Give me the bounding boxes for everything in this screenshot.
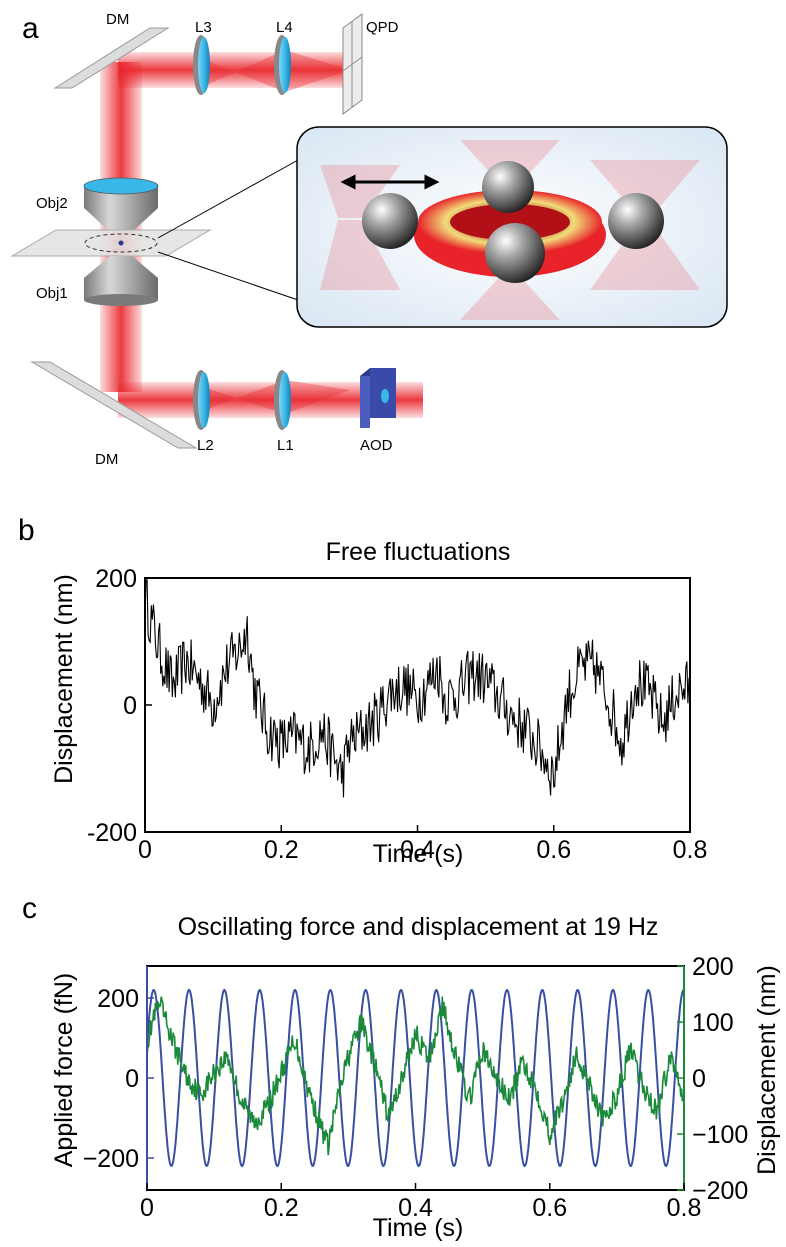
label-aod: AOD	[360, 437, 393, 454]
label-dm-top: DM	[106, 11, 129, 28]
label-l3: L3	[195, 19, 212, 36]
chart-b-title: Free fluctuations	[326, 538, 511, 566]
chart-c-xlabel: Time (s)	[373, 1214, 464, 1242]
lens-l4	[274, 35, 291, 95]
label-l1: L1	[277, 437, 294, 454]
chart-c-ytick-right-label: 0	[692, 1065, 706, 1093]
zoom-line-top	[157, 159, 299, 239]
chart-b-xtick-label: 0	[138, 836, 152, 864]
sample-region-circle	[84, 233, 158, 253]
panel-c-oscillating-force: c Oscillating force and displacement at …	[22, 892, 781, 1242]
bead-back	[482, 161, 534, 213]
label-dm-bottom: DM	[95, 451, 118, 468]
chart-c-title: Oscillating force and displacement at 19…	[178, 913, 659, 941]
chart-c-ytick-left-label: 200	[97, 985, 139, 1013]
panel-label-c: c	[22, 892, 37, 925]
bead-right	[608, 193, 664, 249]
chart-c-ytick-right-label: −200	[692, 1177, 748, 1205]
chart-c-ytick-left-label: −200	[83, 1145, 139, 1173]
objective-obj2	[83, 177, 159, 232]
chart-c-ylabel-right: Displacement (nm)	[753, 965, 781, 1175]
chart-c-ytick-right-label: −100	[692, 1121, 748, 1149]
chart-c-ylabel-left: Applied force (fN)	[50, 973, 78, 1168]
chart-b-ytick-label: 200	[95, 565, 137, 593]
chart-c-ytick-left-label: 0	[125, 1065, 139, 1093]
label-l4: L4	[276, 19, 293, 36]
chart-b-series-displacement	[144, 579, 691, 798]
dichroic-mirror-top	[53, 27, 170, 89]
bead-left	[362, 193, 418, 249]
chart-b-xtick-label: 0.6	[536, 836, 571, 864]
panel-label-a: a	[22, 12, 39, 45]
label-obj1: Obj1	[36, 285, 68, 302]
panel-b-free-fluctuations: b Free fluctuations 0 0.2 0.4 0.6 0.82000-20…	[18, 514, 707, 868]
chart-b-ytick-label: -200	[87, 819, 137, 847]
chart-b-frame	[144, 577, 691, 833]
trapped-particle	[118, 240, 124, 246]
panel-a-optical-setup: a DM L3 L4 QPD	[10, 11, 728, 468]
acousto-optic-deflector	[360, 368, 396, 428]
chart-c-ytick-right-label: 200	[692, 953, 734, 981]
dichroic-mirror-bottom	[30, 361, 198, 449]
chart-b-xtick-label: 0.4	[400, 836, 435, 864]
lens-l3	[193, 35, 210, 95]
chart-c-xtick-label: 0.2	[264, 1194, 299, 1222]
chart-c-series-force	[146, 988, 685, 1168]
chart-c-ytick-right-label: 100	[692, 1009, 734, 1037]
panel-label-b: b	[18, 514, 35, 547]
bead-front	[485, 223, 545, 283]
chart-b-ytick-label: 0	[123, 692, 137, 720]
trap-inset	[296, 126, 728, 328]
chart-c-xtick-label: 0.6	[532, 1194, 567, 1222]
chart-b-xtick-label: 0.8	[673, 836, 708, 864]
chart-c-xtick-label: 0.8	[667, 1194, 702, 1222]
chart-c-xtick-label: 0.4	[398, 1194, 433, 1222]
objective-obj1	[84, 256, 158, 306]
lens-l2	[193, 370, 210, 430]
label-obj2: Obj2	[36, 195, 68, 212]
chart-c-series-displacement	[146, 996, 685, 1156]
zoom-line-bottom	[157, 251, 299, 301]
label-qpd: QPD	[366, 19, 399, 36]
chart-b-ylabel: Displacement (nm)	[50, 574, 78, 784]
chart-b-xlabel: Time (s)	[373, 840, 464, 868]
upper-horizontal-beam	[118, 52, 358, 88]
chart-c-xtick-label: 0	[140, 1194, 154, 1222]
lens-l1	[274, 370, 291, 430]
chart-b-xtick-label: 0.2	[264, 836, 299, 864]
label-l2: L2	[197, 437, 214, 454]
